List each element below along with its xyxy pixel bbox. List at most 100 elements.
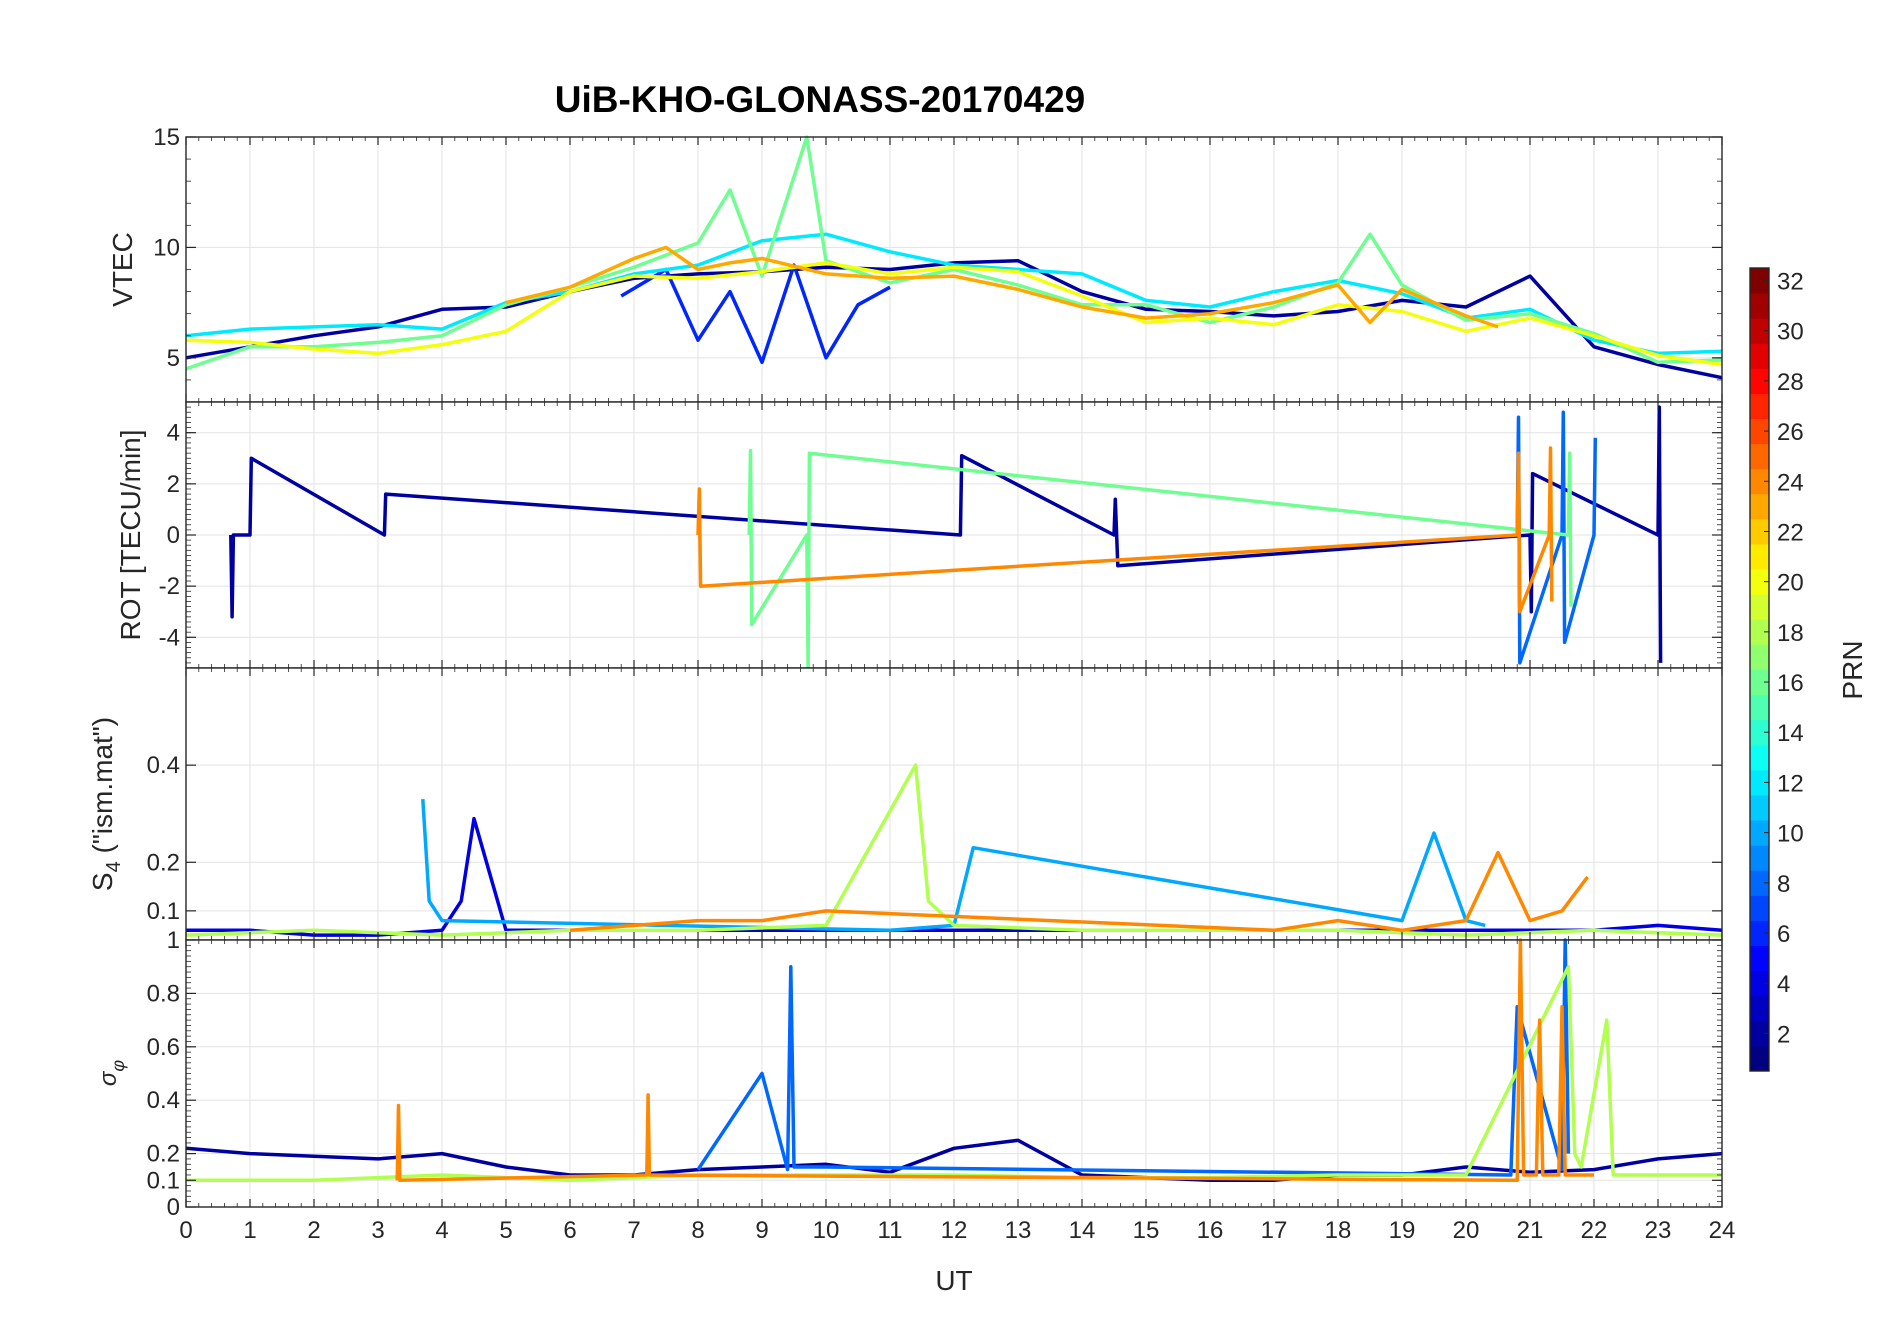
colorbar-swatch	[1750, 845, 1769, 871]
colorbar-swatch	[1750, 970, 1769, 997]
x-tick-label: 9	[755, 1217, 768, 1244]
x-tick-label: 15	[1133, 1217, 1160, 1244]
s4-ylabel-suffix: ("ism.mat")	[87, 717, 118, 861]
colorbar-swatch	[1750, 544, 1769, 570]
y-tick-label: 5	[167, 345, 180, 372]
panel-rot-ticks: -4 -2 0 2 4	[159, 402, 1723, 669]
colorbar-label: PRN	[1837, 640, 1868, 699]
s4-ylabel-s: S	[87, 872, 118, 891]
x-tick-label: 1	[243, 1217, 256, 1244]
colorbar-tick-label: 16	[1777, 670, 1804, 697]
colorbar-swatch	[1750, 920, 1769, 947]
y-tick-label: 0.1	[147, 898, 180, 925]
colorbar-swatch	[1750, 393, 1769, 420]
y-tick-label: -4	[159, 624, 180, 651]
colorbar-frame	[1749, 267, 1770, 1072]
series-line-prn-24	[569, 850, 1589, 933]
series-line-prn-23	[505, 245, 1499, 329]
panel-s4: 0.1 0.2 0.4 S4 ("ism.mat")	[87, 667, 1723, 941]
y-tick-label: 0.6	[147, 1034, 180, 1061]
colorbar-swatch	[1750, 694, 1769, 721]
colorbar-swatch	[1750, 569, 1769, 595]
colorbar-swatch	[1750, 995, 1769, 1022]
colorbar-swatch	[1750, 794, 1769, 821]
x-tick-label: 17	[1261, 1217, 1288, 1244]
series-line-prn-2	[185, 258, 1723, 380]
colorbar-tick-label: 28	[1777, 369, 1804, 396]
x-tick-label: 3	[371, 1217, 384, 1244]
x-tick-label: 4	[435, 1217, 448, 1244]
colorbar-tick-label: 8	[1777, 871, 1790, 898]
series-line-prn-6	[620, 263, 891, 365]
y-tick-label: -2	[159, 573, 180, 600]
panel-s4-grid	[185, 668, 1723, 940]
x-tick-label: 21	[1517, 1217, 1544, 1244]
panel-vtec-ticks: 5 10 15	[153, 124, 1723, 403]
x-tick-label: 18	[1325, 1217, 1352, 1244]
series-line-prn-10	[421, 798, 1486, 933]
colorbar-tick-label: 26	[1777, 419, 1804, 446]
colorbar-swatch	[1750, 493, 1769, 520]
panel-vtec-series	[185, 135, 1723, 380]
colorbar-tick-label: 10	[1777, 821, 1804, 848]
colorbar-swatches	[1750, 268, 1769, 1072]
series-line-prn-20	[185, 261, 1723, 367]
phi-symbol: φ	[108, 1060, 128, 1072]
colorbar-swatch	[1750, 594, 1769, 620]
y-tick-label: 0.1	[147, 1167, 180, 1194]
panel-rot-grid	[185, 402, 1723, 668]
panel-sigma-phi-ticks: 00.10.20.40.60.810 1 2 3 4 5 6 7 8 9 10 11 12 13 14 15 1…	[147, 927, 1736, 1244]
colorbar-tick-label: 18	[1777, 620, 1804, 647]
colorbar-swatch	[1750, 619, 1769, 645]
x-tick-label: 0	[179, 1217, 192, 1244]
y-tick-label: 4	[167, 420, 180, 447]
x-axis-label: UT	[935, 1265, 972, 1296]
x-tick-label: 19	[1389, 1217, 1416, 1244]
colorbar-swatch	[1750, 1020, 1769, 1047]
x-tick-label: 14	[1069, 1217, 1096, 1244]
colorbar-swatch	[1750, 769, 1769, 796]
y-tick-label: 2	[167, 471, 180, 498]
colorbar-swatch	[1750, 870, 1769, 896]
colorbar-swatch	[1750, 468, 1769, 495]
panel-sigma-phi: 00.10.20.40.60.810 1 2 3 4 5 6 7 8 9 10 11 12 13 14 15 1…	[95, 927, 1735, 1244]
y-tick-label: 15	[153, 124, 180, 151]
sigma-symbol: σ	[95, 1070, 122, 1086]
colorbar-swatch	[1750, 418, 1769, 445]
y-tick-label: 0.2	[147, 1141, 180, 1168]
y-tick-label: 0.8	[147, 980, 180, 1007]
colorbar-swatch	[1750, 343, 1769, 369]
series-line-prn-2	[185, 1138, 1723, 1183]
y-tick-label: 0.4	[147, 752, 180, 779]
series-line-prn-24	[395, 938, 1594, 1183]
x-tick-label: 23	[1645, 1217, 1672, 1244]
s4-ylabel: S4 ("ism.mat")	[87, 717, 125, 891]
vtec-ylabel: VTEC	[107, 232, 138, 307]
y-tick-label: 0	[167, 1194, 180, 1221]
colorbar-tick-label: 30	[1777, 319, 1804, 346]
x-tick-label: 6	[563, 1217, 576, 1244]
colorbar-swatch	[1750, 518, 1769, 545]
sigma-phi-ylabel: σφ	[95, 1060, 128, 1086]
colorbar-swatch	[1750, 293, 1769, 319]
colorbar-swatch	[1750, 443, 1769, 470]
colorbar-tick-label: 12	[1777, 770, 1804, 797]
colorbar-swatch	[1750, 318, 1769, 344]
series-line-prn-2	[229, 405, 1663, 663]
chart-title: UiB-KHO-GLONASS-20170429	[555, 79, 1085, 120]
colorbar-tick-label: 22	[1777, 519, 1804, 546]
colorbar-swatch	[1750, 644, 1769, 670]
y-tick-label: 0	[167, 522, 180, 549]
s4-ylabel-sub: 4	[103, 861, 125, 872]
colorbar-tick-label: 24	[1777, 469, 1804, 496]
x-tick-label: 24	[1709, 1217, 1736, 1244]
colorbar-swatch	[1750, 368, 1769, 394]
rot-ylabel: ROT [TECU/min]	[115, 429, 146, 640]
x-tick-label: 5	[499, 1217, 512, 1244]
x-tick-label: 22	[1581, 1217, 1608, 1244]
x-tick-label: 11	[878, 1217, 903, 1244]
panel-vtec: 5 10 15 VTEC	[107, 124, 1723, 403]
